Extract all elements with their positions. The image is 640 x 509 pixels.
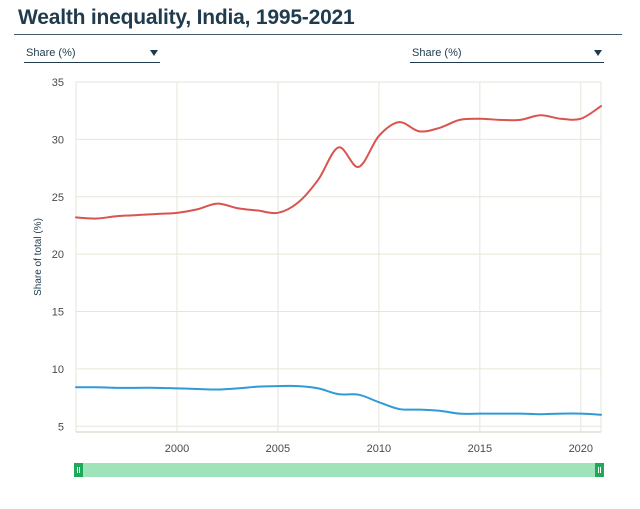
top10-data-point [538, 113, 543, 118]
top10-data-point [397, 120, 402, 125]
bottom50-data-point [376, 400, 381, 405]
bottom50-data-point [477, 411, 482, 416]
bottom50-data-point [74, 385, 79, 390]
bottom50-data-point [336, 392, 341, 397]
bottom50-data-point [316, 386, 321, 391]
top10-data-point [94, 216, 99, 221]
y-tick-label: 35 [52, 77, 64, 89]
y-tick-label: 30 [52, 134, 64, 146]
top10-data-point [437, 125, 442, 130]
bottom50-data-point [356, 392, 361, 397]
top10-data-point [114, 214, 119, 219]
top10-data-point [356, 164, 361, 169]
top10-share-line [75, 105, 602, 220]
top10-data-point [518, 117, 523, 122]
y-tick-label: 20 [52, 249, 64, 261]
bottom50-data-point [518, 411, 523, 416]
right-select-value: Share (%) [412, 47, 462, 59]
top10-data-point [154, 211, 159, 216]
bottom50-data-point [538, 412, 543, 417]
bottom50-data-point [174, 386, 179, 391]
bottom50-data-point [195, 386, 200, 391]
bottom50-data-point [599, 412, 604, 417]
bottom50-data-point [437, 408, 442, 413]
top10-data-point [477, 116, 482, 121]
y-tick-label: 5 [58, 421, 64, 433]
bottom50-data-point [498, 411, 503, 416]
top10-data-point [134, 213, 139, 218]
bottom50-data-point [154, 385, 159, 390]
y-tick-label: 15 [52, 307, 64, 319]
bottom50-data-point [397, 407, 402, 412]
top10-data-point [275, 210, 280, 215]
bottom50-data-point [457, 411, 462, 416]
bottom50-data-point [215, 387, 220, 392]
range-end-handle[interactable] [595, 463, 604, 477]
y-axis-label: Share of total (%) [33, 218, 44, 296]
chart-title: Wealth inequality, India, 1995-2021 [18, 6, 355, 29]
top10-data-point [336, 145, 341, 150]
top10-data-point [174, 210, 179, 215]
right-metric-select[interactable]: Share (%) [410, 44, 604, 63]
x-tick-label: 2000 [165, 443, 189, 455]
bottom50-data-point [417, 407, 422, 412]
top10-data-point [296, 200, 301, 205]
top10-data-point [457, 117, 462, 122]
x-tick-label: 2005 [266, 443, 290, 455]
bottom50-data-point [134, 385, 139, 390]
x-tick-label: 2020 [569, 443, 593, 455]
top10-data-point [74, 215, 79, 220]
left-select-value: Share (%) [26, 47, 76, 59]
x-tick-label: 2010 [367, 443, 391, 455]
range-start-handle[interactable] [74, 463, 83, 477]
top10-data-point [376, 133, 381, 138]
y-tick-label: 25 [52, 192, 64, 204]
bottom50-share-line [75, 384, 602, 416]
top10-data-point [316, 177, 321, 182]
top10-data-point [235, 206, 240, 211]
bottom50-data-point [275, 384, 280, 389]
time-range-scrollbar[interactable] [74, 463, 604, 477]
top10-data-point [498, 117, 503, 122]
bottom50-data-point [235, 386, 240, 391]
bottom50-data-point [578, 411, 583, 416]
top10-data-point [578, 116, 583, 121]
x-tick-label: 2015 [468, 443, 492, 455]
title-divider [14, 34, 622, 35]
top10-data-point [255, 208, 260, 213]
chevron-down-icon [150, 50, 158, 56]
top10-data-point [417, 129, 422, 134]
left-metric-select[interactable]: Share (%) [24, 44, 160, 63]
bottom50-data-point [558, 411, 563, 416]
bottom50-data-point [255, 384, 260, 389]
bottom50-data-point [296, 384, 301, 389]
top10-data-point [599, 104, 604, 109]
chevron-down-icon [594, 50, 602, 56]
top10-data-point [215, 201, 220, 206]
top10-data-point [195, 207, 200, 212]
y-tick-label: 10 [52, 364, 64, 376]
top10-data-point [558, 116, 563, 121]
bottom50-data-point [114, 385, 119, 390]
bottom50-data-point [94, 385, 99, 390]
